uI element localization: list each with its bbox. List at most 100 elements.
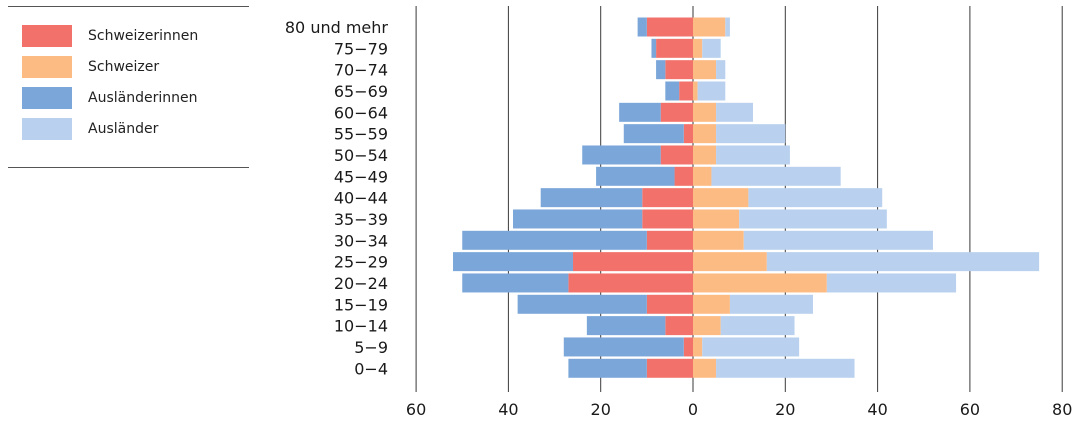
x-tick-label-neg20: 20 (591, 400, 611, 419)
legend-swatch-schweizerinnen (22, 24, 72, 47)
bar-schweizerinnen-65-69 (679, 81, 693, 101)
bar-auslaender-20-24 (826, 273, 957, 293)
legend-swatch-auslaenderinnen (22, 86, 72, 109)
bars (453, 17, 1040, 378)
bar-schweizerinnen-25-29 (573, 252, 693, 272)
y-tick-label-65-69: 65−69 (334, 82, 388, 101)
bar-schweizerinnen-75-79 (656, 38, 693, 58)
legend-label-schweizerinnen: Schweizerinnen (88, 27, 199, 44)
legend: Schweizerinnen Schweizer Ausländerinnen … (22, 20, 247, 144)
bar-schweizerinnen-35-39 (642, 209, 693, 229)
bar-auslaenderinnen-0-4 (568, 358, 647, 378)
bar-auslaenderinnen-20-24 (462, 273, 569, 293)
bar-schweizer-45-49 (693, 166, 712, 186)
y-tick-label-15-19: 15−19 (334, 295, 388, 314)
legend-label-auslaender: Ausländer (88, 120, 159, 137)
bar-schweizer-35-39 (693, 209, 740, 229)
bar-auslaender-15-19 (729, 294, 813, 314)
bar-schweizerinnen-10-14 (665, 316, 693, 336)
bar-auslaender-55-59 (716, 124, 786, 144)
bar-auslaenderinnen-45-49 (596, 166, 675, 186)
bar-schweizerinnen-40-44 (642, 188, 693, 208)
x-tick-label-40: 40 (867, 400, 887, 419)
bar-auslaenderinnen-15-19 (517, 294, 647, 314)
bar-auslaenderinnen-5-9 (563, 337, 684, 357)
bar-schweizerinnen-45-49 (674, 166, 693, 186)
x-tick-label-60: 60 (960, 400, 980, 419)
bar-schweizer-50-54 (693, 145, 717, 165)
bar-auslaenderinnen-55-59 (623, 124, 684, 144)
y-tick-label-60-64: 60−64 (334, 103, 388, 122)
bar-auslaenderinnen-65-69 (665, 81, 680, 101)
bar-schweizer-65-69 (693, 81, 698, 101)
bar-schweizerinnen-30-34 (646, 230, 693, 250)
bar-schweizer-40-44 (693, 188, 749, 208)
bar-auslaender-75-79 (702, 38, 721, 58)
x-tick-label-neg60: 60 (406, 400, 426, 419)
bar-schweizer-30-34 (693, 230, 744, 250)
bar-auslaenderinnen-80-und-mehr (637, 17, 647, 37)
bar-auslaender-35-39 (739, 209, 887, 229)
bar-schweizer-15-19 (693, 294, 730, 314)
bar-schweizer-25-29 (693, 252, 767, 272)
bar-auslaender-0-4 (716, 358, 855, 378)
bar-auslaenderinnen-10-14 (586, 316, 666, 336)
bar-schweizer-60-64 (693, 102, 717, 122)
bar-schweizerinnen-80-und-mehr (646, 17, 693, 37)
bar-schweizerinnen-0-4 (646, 358, 693, 378)
legend-swatch-schweizer (22, 55, 72, 78)
y-tick-label-50-54: 50−54 (334, 146, 388, 165)
bar-schweizer-55-59 (693, 124, 717, 144)
legend-label-schweizer: Schweizer (88, 58, 160, 75)
x-tick-label-neg40: 40 (498, 400, 518, 419)
bar-auslaenderinnen-70-74 (656, 60, 666, 80)
x-tick-labels: 60 40 20 0 20 40 60 80 (406, 400, 1072, 419)
bar-schweizer-5-9 (693, 337, 703, 357)
bar-auslaenderinnen-25-29 (453, 252, 574, 272)
bar-schweizerinnen-20-24 (568, 273, 693, 293)
y-tick-label-35-39: 35−39 (334, 210, 388, 229)
bar-auslaender-45-49 (711, 166, 841, 186)
y-tick-label-45-49: 45−49 (334, 167, 388, 186)
y-tick-label-80-und-mehr: 80 und mehr (285, 18, 389, 37)
bar-auslaender-65-69 (697, 81, 726, 101)
y-tick-label-0-4: 0−4 (354, 359, 388, 378)
y-tick-label-70-74: 70−74 (334, 61, 388, 80)
bar-schweizer-10-14 (693, 316, 721, 336)
x-tick-label-20: 20 (775, 400, 795, 419)
y-tick-label-40-44: 40−44 (334, 189, 388, 208)
bar-auslaender-5-9 (702, 337, 800, 357)
bar-auslaender-30-34 (743, 230, 933, 250)
legend-item-auslaenderinnen: Ausländerinnen (22, 82, 247, 113)
bar-schweizerinnen-60-64 (660, 102, 693, 122)
bar-auslaender-50-54 (716, 145, 790, 165)
y-tick-label-5-9: 5−9 (354, 338, 388, 357)
legend-item-schweizer: Schweizer (22, 51, 247, 82)
bar-schweizerinnen-15-19 (646, 294, 693, 314)
x-tick-label-0: 0 (688, 400, 698, 419)
y-tick-label-75-79: 75−79 (334, 39, 388, 58)
bar-auslaenderinnen-35-39 (513, 209, 643, 229)
bar-auslaender-10-14 (720, 316, 795, 336)
bar-schweizerinnen-50-54 (660, 145, 693, 165)
bar-schweizerinnen-5-9 (683, 337, 693, 357)
bar-schweizer-20-24 (693, 273, 827, 293)
legend-label-auslaenderinnen: Ausländerinnen (88, 89, 198, 106)
bar-schweizerinnen-55-59 (683, 124, 693, 144)
legend-bottom-rule (8, 167, 249, 168)
legend-top-rule (8, 6, 249, 7)
bar-auslaender-60-64 (716, 102, 753, 122)
bar-auslaender-25-29 (766, 252, 1040, 272)
y-tick-label-10-14: 10−14 (334, 317, 388, 336)
bar-schweizer-80-und-mehr (693, 17, 726, 37)
bar-schweizerinnen-70-74 (665, 60, 693, 80)
x-tick-label-80: 80 (1052, 400, 1072, 419)
legend-item-schweizerinnen: Schweizerinnen (22, 20, 247, 51)
bar-schweizer-0-4 (693, 358, 717, 378)
bar-schweizer-75-79 (693, 38, 703, 58)
y-tick-label-20-24: 20−24 (334, 274, 388, 293)
bar-auslaender-80-und-mehr (725, 17, 730, 37)
y-tick-label-30-34: 30−34 (334, 231, 388, 250)
